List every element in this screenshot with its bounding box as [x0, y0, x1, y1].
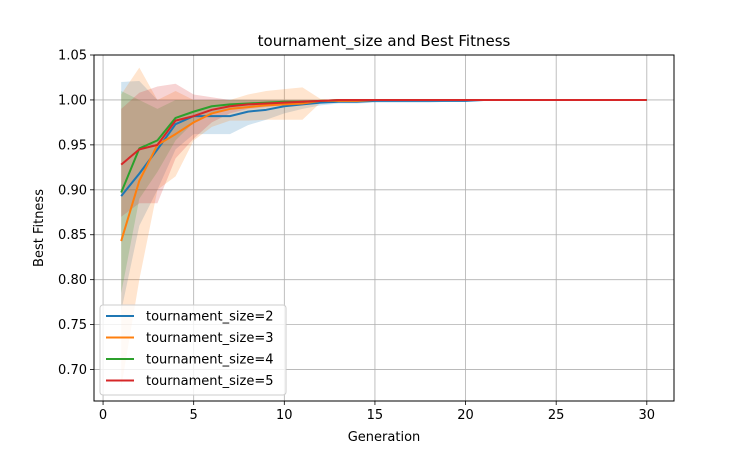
confidence-bands	[121, 67, 647, 388]
x-tick-label: 5	[190, 408, 198, 423]
legend-label: tournament_size=4	[146, 353, 273, 368]
line-series-4	[120, 98, 647, 166]
series-lines	[120, 98, 647, 242]
x-tick-label: 25	[548, 408, 565, 423]
legend-label: tournament_size=3	[146, 331, 273, 346]
y-tick-label: 0.95	[58, 138, 87, 153]
x-tick-label: 20	[457, 408, 474, 423]
x-tick-label: 15	[367, 408, 384, 423]
chart-title: tournament_size and Best Fitness	[258, 32, 511, 51]
y-tick-label: 0.70	[58, 363, 87, 378]
y-tick-label: 0.80	[58, 273, 87, 288]
band-series-2	[121, 67, 647, 388]
y-tick-label: 0.90	[58, 183, 87, 198]
x-tick-label: 0	[99, 408, 107, 423]
band-series-3	[121, 90, 647, 294]
legend: tournament_size=2 tournament_size=3tourna…	[99, 304, 287, 396]
y-tick-label: 1.05	[58, 49, 87, 64]
x-axis-ticks: 0 5 10 15 20 25 30	[99, 401, 655, 423]
x-axis-label: Generation	[348, 430, 421, 445]
legend-label: tournament_size=5	[146, 374, 273, 389]
plot-frame	[93, 54, 675, 402]
legend-box	[99, 304, 287, 396]
x-tick-label: 30	[639, 408, 656, 423]
y-axis-ticks: 0.70 0.75 0.80 0.85 0.90 0.95 1.00 1.05	[58, 49, 94, 378]
y-axis-label: Best Fitness	[32, 189, 47, 267]
y-tick-label: 0.75	[58, 318, 87, 333]
y-tick-label: 1.00	[58, 93, 87, 108]
band-series-1	[121, 81, 647, 312]
legend-label: tournament_size=2	[146, 310, 273, 325]
x-tick-label: 10	[276, 408, 293, 423]
y-tick-label: 0.85	[58, 228, 87, 243]
band-series-4	[121, 83, 647, 217]
